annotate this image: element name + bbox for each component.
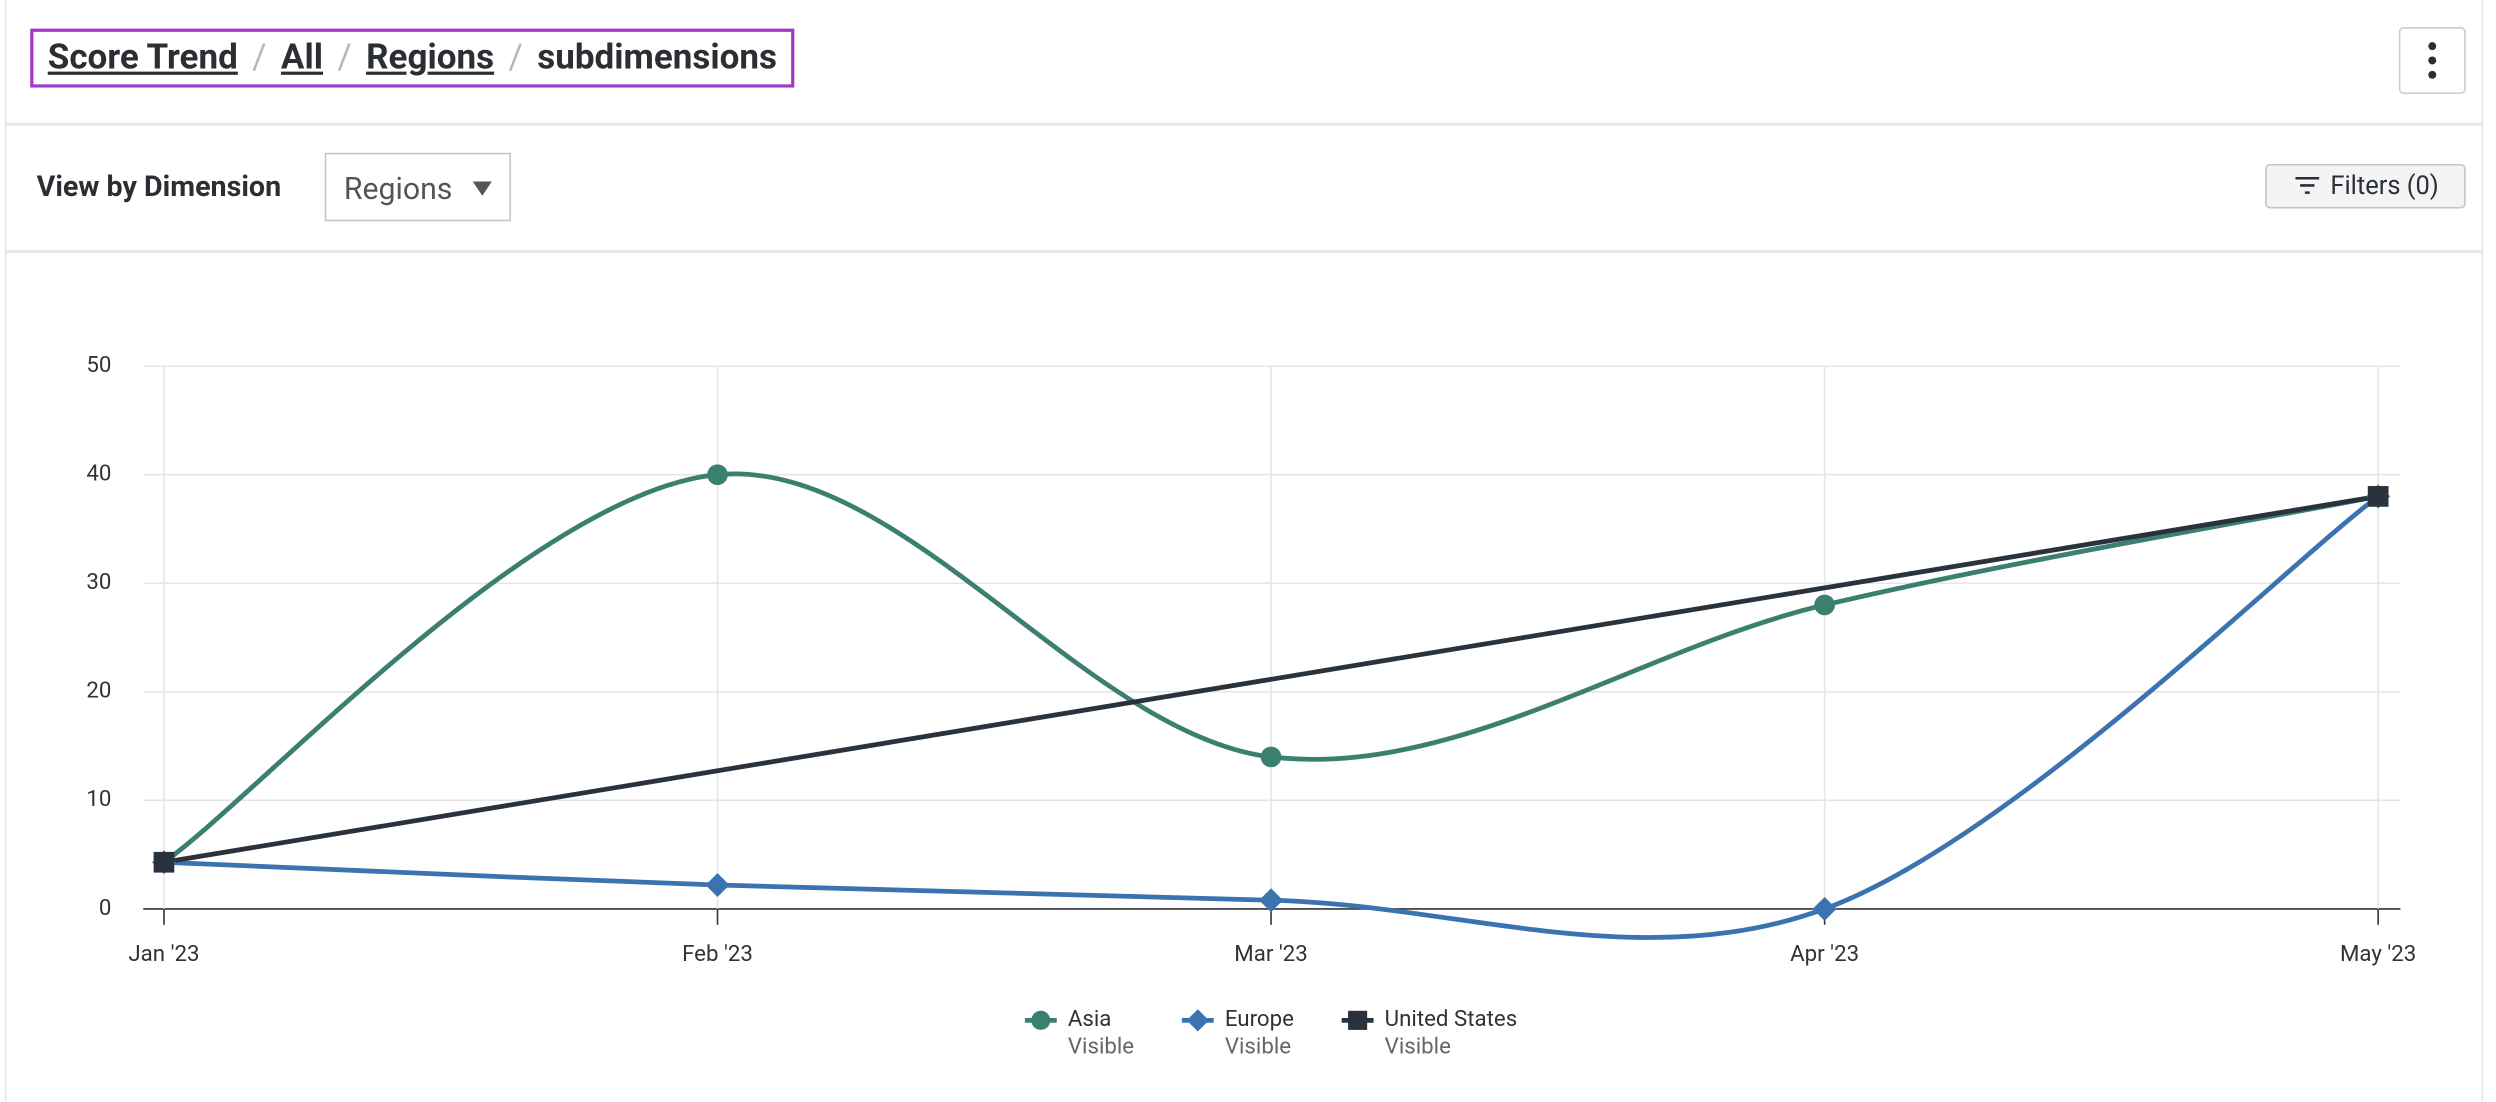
header: Score Trend / All / Regions / subdimensions (6, 0, 2482, 126)
x-tick-label: Feb '23 (682, 941, 753, 967)
crumb-link[interactable]: Score Trend (47, 38, 238, 78)
y-tick-label: 10 (86, 786, 111, 812)
y-tick-label: 40 (86, 461, 111, 487)
series-line (162, 471, 2379, 865)
menu-button[interactable] (2398, 27, 2466, 94)
crumb-current: subdimensions (537, 38, 778, 78)
filters-button[interactable]: Filters (0) (2265, 163, 2466, 209)
breadcrumb: Score Trend / All / Regions / subdimensions (30, 28, 795, 88)
kebab-icon (2428, 42, 2437, 79)
point (1812, 896, 1837, 921)
crumb-link[interactable]: All (280, 38, 324, 78)
y-tick-label: 20 (86, 678, 111, 704)
x-tick-label: May '23 (2340, 941, 2416, 967)
chart: 0 10 20 30 40 50 Jan '23 Feb '23 Mar '23 Apr '23 M… (86, 352, 2416, 1059)
point (2367, 486, 2389, 507)
separator: / (337, 38, 352, 78)
view-label: View by Dimension (36, 170, 282, 204)
point (705, 873, 730, 897)
panel: Score Trend / All / Regions / subdimensions… (4, 0, 2484, 1102)
y-tick-label: 30 (86, 569, 111, 595)
separator: / (508, 38, 523, 78)
x-tick-label: Apr '23 (1790, 941, 1859, 967)
x-tick-label: Mar '23 (1234, 941, 1308, 967)
series-line (163, 494, 2380, 940)
y-tick-label: 50 (86, 352, 111, 378)
filter-icon (2295, 177, 2320, 194)
filters-label: Filters (0) (2330, 170, 2439, 201)
legend-status: Visible (1385, 1033, 1451, 1059)
legend-status: Visible (1068, 1033, 1134, 1059)
crumb-link[interactable]: Regions (366, 38, 495, 78)
point (1814, 594, 1835, 616)
x-tick-label: Jan '23 (128, 941, 199, 967)
legend-label: Asia (1068, 1006, 1112, 1032)
legend-label: Europe (1225, 1006, 1294, 1032)
caret (472, 181, 492, 196)
point (1031, 1010, 1051, 1030)
point (1348, 1010, 1368, 1030)
point (153, 851, 175, 873)
select-value: Regions (343, 170, 453, 207)
y-tick-label: 0 (99, 895, 112, 921)
legend-status: Visible (1225, 1033, 1291, 1059)
series-line (163, 494, 2379, 865)
legend-label: United States (1385, 1006, 1518, 1032)
point (1260, 746, 1282, 768)
separator: / (252, 38, 267, 78)
toolbar: View by Dimension Regions Filters (0) (6, 126, 2482, 254)
point (1186, 1009, 1209, 1032)
point (707, 464, 728, 486)
dimension-select[interactable]: Regions (324, 152, 511, 222)
